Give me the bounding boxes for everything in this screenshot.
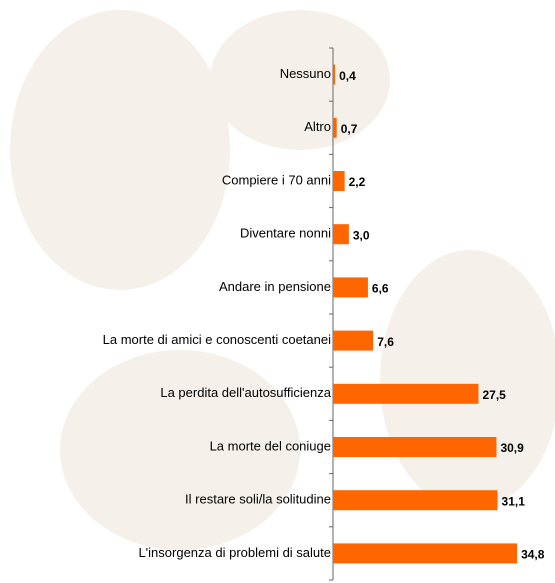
chart: Nessuno 0,4 Altro 0,7 Compiere i 70 anni 2,2 D… [0,0,555,583]
category-label: La perdita dell'autosufficienza [160,385,331,400]
bar [333,224,349,244]
value-label: 6,6 [372,282,389,296]
bar [333,331,373,351]
category-label: La morte del coniuge [210,438,331,453]
bar [333,65,335,85]
value-label: 3,0 [353,228,370,242]
value-label: 27,5 [482,388,506,402]
watermark-shape [10,10,230,290]
category-label: L'insorgenza di problemi di salute [138,545,331,560]
page: {"chart_data": {"type": "bar", "orientat… [0,0,555,583]
category-label: La morte di amici e conoscenti coetanei [103,332,331,347]
value-label: 7,6 [377,335,394,349]
value-label: 0,4 [339,69,356,83]
value-label: 34,8 [521,548,545,562]
value-label: 0,7 [341,122,358,136]
bar [333,490,498,510]
category-label: Compiere i 70 anni [222,172,331,187]
category-label: Diventare nonni [240,226,331,241]
category-label: Altro [304,119,331,134]
bar [333,437,496,457]
bar [333,171,345,191]
bar [333,543,517,563]
watermark-shape [380,250,555,510]
value-label: 31,1 [502,494,526,508]
value-label: 2,2 [349,175,366,189]
bar [333,384,478,404]
category-label: Il restare soli/la solitudine [185,492,331,507]
value-label: 30,9 [500,441,524,455]
bar [333,118,337,138]
category-label: Andare in pensione [219,279,331,294]
category-label: Nessuno [280,66,331,81]
bar [333,277,368,297]
